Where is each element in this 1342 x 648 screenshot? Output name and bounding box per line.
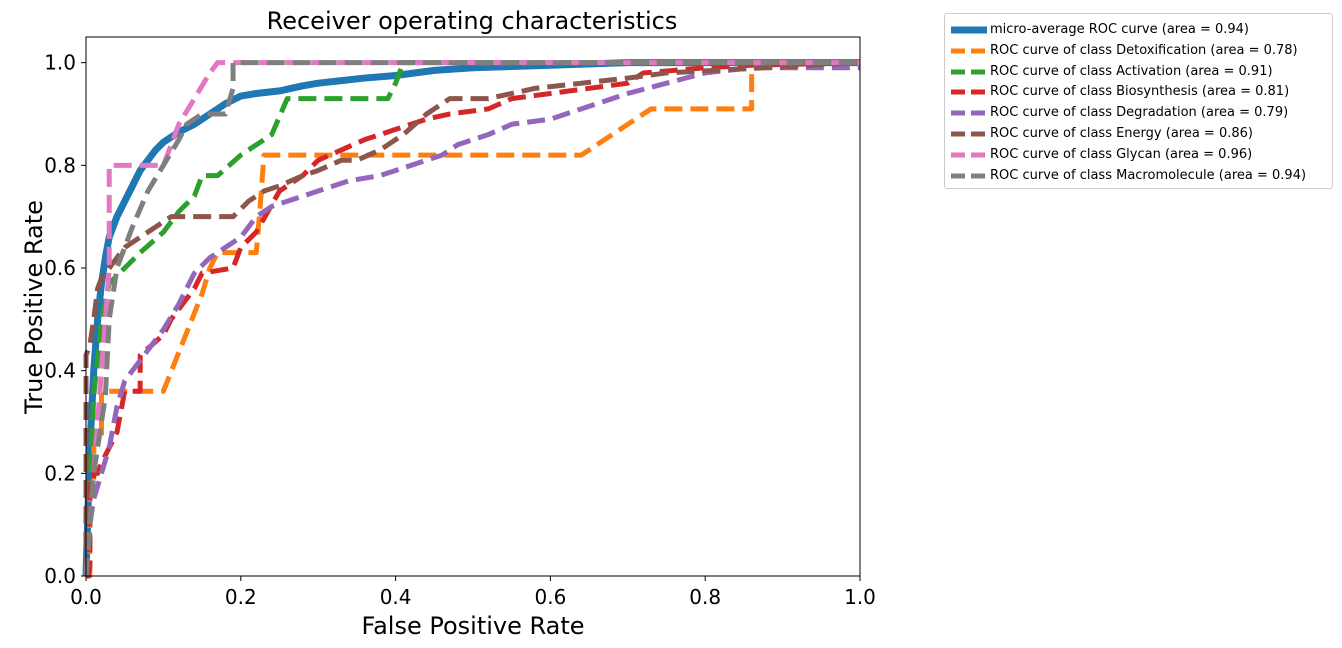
series-line-7 [83,60,860,577]
y-axis-label: True Positive Rate [20,200,48,415]
legend-label: ROC curve of class Activation (area = 0.… [990,63,1273,79]
y-axis-ticks: 0.0 0.2 0.4 0.6 0.8 1.0 [44,51,86,588]
legend-label: ROC curve of class Macromolecule (area =… [990,167,1307,183]
y-tick-label: 0.0 [44,564,76,588]
y-tick-label: 0.8 [44,153,76,177]
legend-label: ROC curve of class Glycan (area = 0.96) [990,146,1253,162]
x-tick-label: 0.2 [225,585,257,609]
x-tick-label: 0.0 [70,585,102,609]
legend-label: ROC curve of class Degradation (area = 0… [990,105,1289,121]
series-line-5 [83,60,861,576]
series-line-3 [85,60,861,579]
chart-legend: micro-average ROC curve (area = 0.94) ROC… [944,13,1333,189]
series-line-1 [86,60,860,579]
series-line-6 [83,60,860,577]
legend-swatch [951,110,987,116]
axes-frame [85,36,861,577]
legend-item: micro-average ROC curve (area = 0.94) [945,20,1334,40]
legend-item: ROC curve of class Biosynthesis (area = … [945,82,1334,102]
y-tick-label: 0.2 [44,461,76,485]
legend-swatch [951,89,987,95]
x-axis-ticks: 0.0 0.2 0.4 0.6 0.8 1.0 [70,576,876,609]
series-line-0 [82,59,860,577]
legend-swatch [951,152,987,158]
x-tick-label: 0.6 [534,585,566,609]
y-tick-label: 0.4 [44,359,76,383]
series-line-4 [83,65,860,577]
legend-swatch [951,48,987,54]
legend-item: ROC curve of class Degradation (area = 0… [945,103,1334,123]
legend-item: ROC curve of class Activation (area = 0.… [945,62,1334,82]
y-tick-label: 0.6 [44,256,76,280]
legend-item: ROC curve of class Detoxification (area … [945,41,1334,61]
legend-item: ROC curve of class Macromolecule (area =… [945,166,1334,186]
legend-item: ROC curve of class Energy (area = 0.86) [945,124,1334,144]
x-tick-label: 0.8 [689,585,721,609]
legend-swatch [951,26,987,34]
x-tick-label: 1.0 [844,585,876,609]
series-layer [82,59,861,579]
legend-swatch [951,173,987,179]
series-line-2 [83,60,860,577]
legend-item: ROC curve of class Glycan (area = 0.96) [945,145,1334,165]
y-tick-label: 1.0 [44,51,76,75]
legend-label: micro-average ROC curve (area = 0.94) [990,22,1249,37]
chart-title: Receiver operating characteristics [267,7,678,35]
legend-swatch [951,69,987,75]
x-tick-label: 0.4 [380,585,412,609]
legend-swatch [951,131,987,137]
x-axis-label: False Positive Rate [361,612,584,640]
legend-label: ROC curve of class Energy (area = 0.86) [990,126,1253,141]
legend-label: ROC curve of class Biosynthesis (area = … [990,84,1290,100]
legend-label: ROC curve of class Detoxification (area … [990,42,1298,58]
